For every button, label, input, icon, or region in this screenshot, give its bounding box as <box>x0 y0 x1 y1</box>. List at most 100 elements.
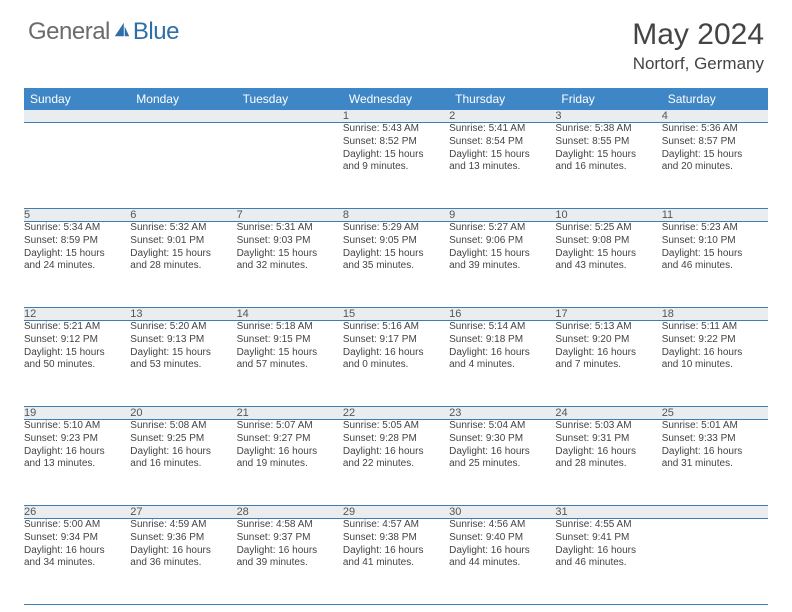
day-content-cell: Sunrise: 4:56 AMSunset: 9:40 PMDaylight:… <box>449 519 555 605</box>
sun-info-line: and 19 minutes. <box>237 458 343 471</box>
sun-info-line: and 36 minutes. <box>130 557 236 570</box>
day-number-cell: 11 <box>662 209 768 222</box>
sun-info-line: Daylight: 15 hours <box>662 149 768 162</box>
day-number-cell: 5 <box>24 209 130 222</box>
sun-info-line: and 13 minutes. <box>449 161 555 174</box>
logo-text-blue: Blue <box>133 18 179 46</box>
sun-info-line: Sunset: 8:57 PM <box>662 136 768 149</box>
day-content-row: Sunrise: 5:00 AMSunset: 9:34 PMDaylight:… <box>24 519 768 605</box>
sun-info-line: Sunrise: 5:10 AM <box>24 420 130 433</box>
day-number-row: 262728293031 <box>24 506 768 519</box>
sun-info-line: Sunset: 9:23 PM <box>24 433 130 446</box>
sun-info-line: Sunrise: 5:13 AM <box>555 321 661 334</box>
day-number-cell: 18 <box>662 308 768 321</box>
day-content-cell: Sunrise: 5:00 AMSunset: 9:34 PMDaylight:… <box>24 519 130 605</box>
day-content-cell: Sunrise: 5:32 AMSunset: 9:01 PMDaylight:… <box>130 222 236 308</box>
sun-info-line: Daylight: 15 hours <box>555 248 661 261</box>
sun-info-line: and 46 minutes. <box>662 260 768 273</box>
sun-info-line: Daylight: 16 hours <box>449 446 555 459</box>
sun-info-line: Sunset: 9:18 PM <box>449 334 555 347</box>
day-number-cell: 27 <box>130 506 236 519</box>
day-number-cell: 15 <box>343 308 449 321</box>
sun-info-line: Daylight: 16 hours <box>449 545 555 558</box>
sun-info-line: and 0 minutes. <box>343 359 449 372</box>
day-content-cell: Sunrise: 5:21 AMSunset: 9:12 PMDaylight:… <box>24 321 130 407</box>
sun-info-line: Sunset: 9:15 PM <box>237 334 343 347</box>
day-content-row: Sunrise: 5:10 AMSunset: 9:23 PMDaylight:… <box>24 420 768 506</box>
day-content-cell: Sunrise: 5:03 AMSunset: 9:31 PMDaylight:… <box>555 420 661 506</box>
sun-info-line: Sunrise: 5:04 AM <box>449 420 555 433</box>
sun-info-line: Sunset: 8:54 PM <box>449 136 555 149</box>
day-number-cell: 25 <box>662 407 768 420</box>
sun-info-line: and 16 minutes. <box>130 458 236 471</box>
logo: General Blue <box>28 18 179 46</box>
day-content-cell: Sunrise: 5:11 AMSunset: 9:22 PMDaylight:… <box>662 321 768 407</box>
sun-info-line: and 7 minutes. <box>555 359 661 372</box>
sun-info-line: and 9 minutes. <box>343 161 449 174</box>
day-content-cell: Sunrise: 5:31 AMSunset: 9:03 PMDaylight:… <box>237 222 343 308</box>
day-content-cell: Sunrise: 5:27 AMSunset: 9:06 PMDaylight:… <box>449 222 555 308</box>
day-content-cell: Sunrise: 5:29 AMSunset: 9:05 PMDaylight:… <box>343 222 449 308</box>
day-number-cell: 7 <box>237 209 343 222</box>
sun-info-line: Daylight: 16 hours <box>237 446 343 459</box>
day-content-cell: Sunrise: 5:34 AMSunset: 8:59 PMDaylight:… <box>24 222 130 308</box>
day-number-cell: 21 <box>237 407 343 420</box>
calendar-body: 1234Sunrise: 5:43 AMSunset: 8:52 PMDayli… <box>24 110 768 605</box>
weekday-header-row: Sunday Monday Tuesday Wednesday Thursday… <box>24 88 768 110</box>
sun-info-line: Sunrise: 4:55 AM <box>555 519 661 532</box>
day-content-cell <box>662 519 768 605</box>
sun-info-line: and 46 minutes. <box>555 557 661 570</box>
sun-info-line: Sunrise: 5:18 AM <box>237 321 343 334</box>
sun-info-line: and 57 minutes. <box>237 359 343 372</box>
day-number-cell: 28 <box>237 506 343 519</box>
sun-info-line: Sunset: 9:03 PM <box>237 235 343 248</box>
day-content-cell: Sunrise: 4:57 AMSunset: 9:38 PMDaylight:… <box>343 519 449 605</box>
sun-info-line: Daylight: 16 hours <box>24 446 130 459</box>
sun-info-line: and 39 minutes. <box>237 557 343 570</box>
day-number-row: 19202122232425 <box>24 407 768 420</box>
sun-info-line: Daylight: 15 hours <box>343 248 449 261</box>
sun-info-line: Sunrise: 5:31 AM <box>237 222 343 235</box>
sun-info-line: Daylight: 16 hours <box>237 545 343 558</box>
day-number-cell: 6 <box>130 209 236 222</box>
sun-info-line: Sunset: 9:22 PM <box>662 334 768 347</box>
day-content-cell: Sunrise: 5:08 AMSunset: 9:25 PMDaylight:… <box>130 420 236 506</box>
sun-info-line: and 41 minutes. <box>343 557 449 570</box>
sun-info-line: and 22 minutes. <box>343 458 449 471</box>
day-number-cell: 14 <box>237 308 343 321</box>
sun-info-line: Sunrise: 5:38 AM <box>555 123 661 136</box>
sun-info-line: Sunset: 9:33 PM <box>662 433 768 446</box>
sun-info-line: and 28 minutes. <box>555 458 661 471</box>
sun-info-line: Sunrise: 5:20 AM <box>130 321 236 334</box>
day-content-cell: Sunrise: 5:05 AMSunset: 9:28 PMDaylight:… <box>343 420 449 506</box>
sun-info-line: Sunrise: 5:25 AM <box>555 222 661 235</box>
sun-info-line: Daylight: 16 hours <box>449 347 555 360</box>
sun-info-line: Sunset: 9:25 PM <box>130 433 236 446</box>
day-number-cell: 10 <box>555 209 661 222</box>
sun-info-line: Sunset: 9:28 PM <box>343 433 449 446</box>
sun-info-line: Sunrise: 5:27 AM <box>449 222 555 235</box>
sun-info-line: Sunrise: 5:14 AM <box>449 321 555 334</box>
day-number-row: 12131415161718 <box>24 308 768 321</box>
sun-info-line: Sunrise: 4:58 AM <box>237 519 343 532</box>
sun-info-line: Sunset: 9:05 PM <box>343 235 449 248</box>
day-number-cell: 30 <box>449 506 555 519</box>
weekday-header: Tuesday <box>237 88 343 110</box>
sun-info-line: Sunrise: 5:34 AM <box>24 222 130 235</box>
sun-info-line: Daylight: 15 hours <box>237 347 343 360</box>
sun-info-line: and 44 minutes. <box>449 557 555 570</box>
sun-info-line: and 31 minutes. <box>662 458 768 471</box>
sun-info-line: Sunset: 8:59 PM <box>24 235 130 248</box>
sun-info-line: Daylight: 16 hours <box>555 545 661 558</box>
sun-info-line: Sunrise: 5:11 AM <box>662 321 768 334</box>
sun-info-line: and 13 minutes. <box>24 458 130 471</box>
sun-info-line: Sunrise: 5:32 AM <box>130 222 236 235</box>
sun-info-line: Daylight: 16 hours <box>343 347 449 360</box>
sun-info-line: Sunrise: 5:36 AM <box>662 123 768 136</box>
sun-info-line: Daylight: 15 hours <box>343 149 449 162</box>
day-content-cell: Sunrise: 5:14 AMSunset: 9:18 PMDaylight:… <box>449 321 555 407</box>
day-content-cell: Sunrise: 5:07 AMSunset: 9:27 PMDaylight:… <box>237 420 343 506</box>
day-number-cell: 12 <box>24 308 130 321</box>
day-content-cell: Sunrise: 4:59 AMSunset: 9:36 PMDaylight:… <box>130 519 236 605</box>
month-title: May 2024 <box>632 18 764 52</box>
